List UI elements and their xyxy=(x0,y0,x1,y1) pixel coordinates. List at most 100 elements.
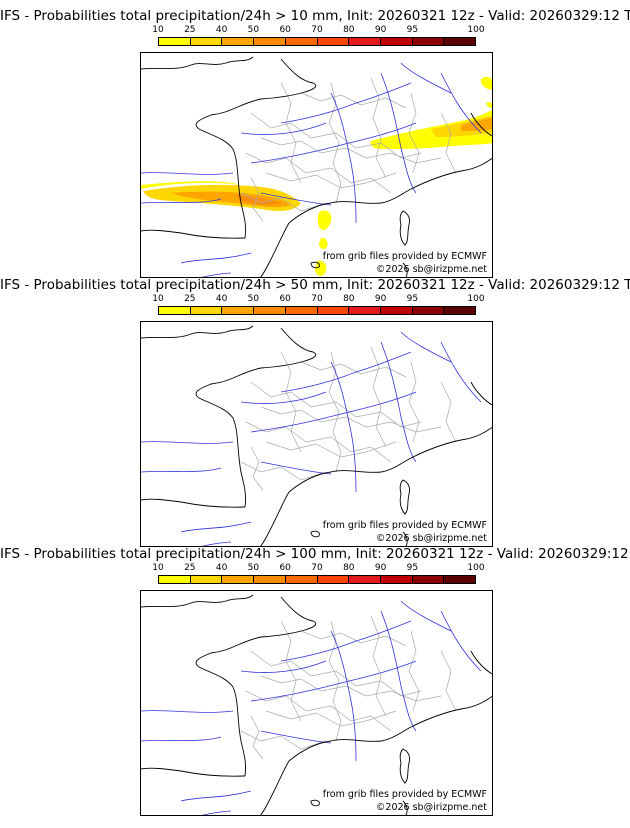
river xyxy=(180,790,252,802)
admin-border xyxy=(300,630,407,647)
river xyxy=(400,600,452,632)
map-svg xyxy=(141,594,492,815)
river xyxy=(240,391,327,404)
admin-border xyxy=(245,690,392,732)
colorbar-tick-label: 90 xyxy=(374,294,387,304)
colorbar-swatch xyxy=(254,576,286,583)
river xyxy=(141,710,234,713)
colorbar-tick-label: 50 xyxy=(247,563,260,573)
precip-area xyxy=(461,117,492,131)
admin-border xyxy=(408,630,420,712)
colorbar-swatch xyxy=(444,38,476,45)
river xyxy=(201,810,232,815)
river xyxy=(240,660,327,673)
map-france: from grib files provided by ECMWF ©2026 … xyxy=(140,590,493,816)
admin-border xyxy=(260,137,442,164)
colorbar-tick-label: 60 xyxy=(279,294,291,304)
coastline xyxy=(399,748,410,784)
colorbar-swatch xyxy=(349,307,381,314)
colorbar-swatch xyxy=(190,307,223,314)
colorbar-tick-label: 80 xyxy=(343,25,355,35)
map-svg xyxy=(141,56,492,277)
colorbar-swatch xyxy=(190,38,223,45)
colorbar-tick-label: 50 xyxy=(247,294,260,304)
coastline xyxy=(141,498,246,508)
coastline xyxy=(195,327,317,508)
colorbar-swatch xyxy=(412,307,445,314)
colorbar-tick-label: 70 xyxy=(311,294,323,304)
colorbar-tick-label: 10 xyxy=(152,294,164,304)
colorbar-tick-label: 80 xyxy=(343,563,355,573)
coastline xyxy=(470,112,492,137)
copyright-credit: ©2026 sb@irizpme.net xyxy=(375,802,487,813)
colorbar-swatch xyxy=(254,38,286,45)
coastline xyxy=(260,491,290,546)
admin-border xyxy=(440,112,457,174)
colorbar-tick-label: 100 xyxy=(467,294,485,304)
colorbar-swatch xyxy=(349,38,381,45)
colorbar-swatch xyxy=(254,307,286,314)
colorbar-tick-label: 25 xyxy=(184,563,196,573)
coastline xyxy=(399,210,410,246)
admin-border xyxy=(300,92,407,109)
panel-title: IFS - Probabilities total precipitation/… xyxy=(0,277,630,293)
precip-area xyxy=(370,109,492,149)
colorbar-labels: 10 25 40 50 60 70 80 90 95 100 xyxy=(152,563,484,573)
colorbar-tick-label: 40 xyxy=(215,563,228,573)
precip-area xyxy=(486,102,492,108)
river xyxy=(280,620,412,662)
colorbar-swatch xyxy=(222,576,255,583)
colorbar-tick-label: 10 xyxy=(152,25,164,35)
colorbar-tick-label: 70 xyxy=(311,563,323,573)
admin-border xyxy=(260,406,442,433)
river xyxy=(141,172,234,175)
admin-border xyxy=(250,381,422,428)
colorbar-swatch xyxy=(317,38,350,45)
admin-border xyxy=(245,152,392,194)
colorbar-swatch xyxy=(380,576,413,583)
river xyxy=(380,610,417,732)
colorbar-swatch xyxy=(285,307,318,314)
coastline xyxy=(195,58,317,239)
coastline xyxy=(288,695,492,762)
colorbar-tick-label: 90 xyxy=(374,563,387,573)
colorbar-swatch xyxy=(412,576,445,583)
colorbar-swatch xyxy=(190,576,223,583)
coastline xyxy=(288,426,492,493)
colorbar-swatch xyxy=(159,576,191,583)
panel-title: IFS - Probabilities total precipitation/… xyxy=(0,8,630,24)
colorbar-tick-label: 100 xyxy=(467,25,485,35)
admin-border xyxy=(440,650,457,712)
river xyxy=(380,341,417,463)
coastline xyxy=(402,531,408,546)
colorbar-swatch xyxy=(285,576,318,583)
coastline xyxy=(399,479,410,515)
precip-area xyxy=(315,260,327,276)
coastline xyxy=(141,767,246,777)
colorbar-swatch xyxy=(222,307,255,314)
colorbar-swatch xyxy=(444,307,476,314)
coastline xyxy=(402,262,408,277)
river xyxy=(250,660,417,702)
admin-border xyxy=(440,381,457,443)
colorbar-swatch xyxy=(285,38,318,45)
river xyxy=(141,736,222,742)
colorbar-swatch xyxy=(222,38,255,45)
river xyxy=(330,361,357,493)
colorbar-tick-label: 80 xyxy=(343,294,355,304)
map-svg xyxy=(141,325,492,546)
river xyxy=(260,461,332,475)
admin-border xyxy=(250,177,264,222)
admin-border xyxy=(408,92,420,174)
admin-border xyxy=(370,615,387,717)
colorbar-tick-label: 60 xyxy=(279,25,291,35)
colorbar-tick-label: 25 xyxy=(184,294,196,304)
coastline xyxy=(260,222,290,277)
precip-area xyxy=(236,195,281,205)
admin-border xyxy=(245,421,392,463)
colorbar-tick-label: 100 xyxy=(467,563,485,573)
forecast-panel-100mm: IFS - Probabilities total precipitation/… xyxy=(0,546,630,816)
river xyxy=(280,351,412,393)
river xyxy=(201,541,232,546)
river xyxy=(280,82,412,124)
